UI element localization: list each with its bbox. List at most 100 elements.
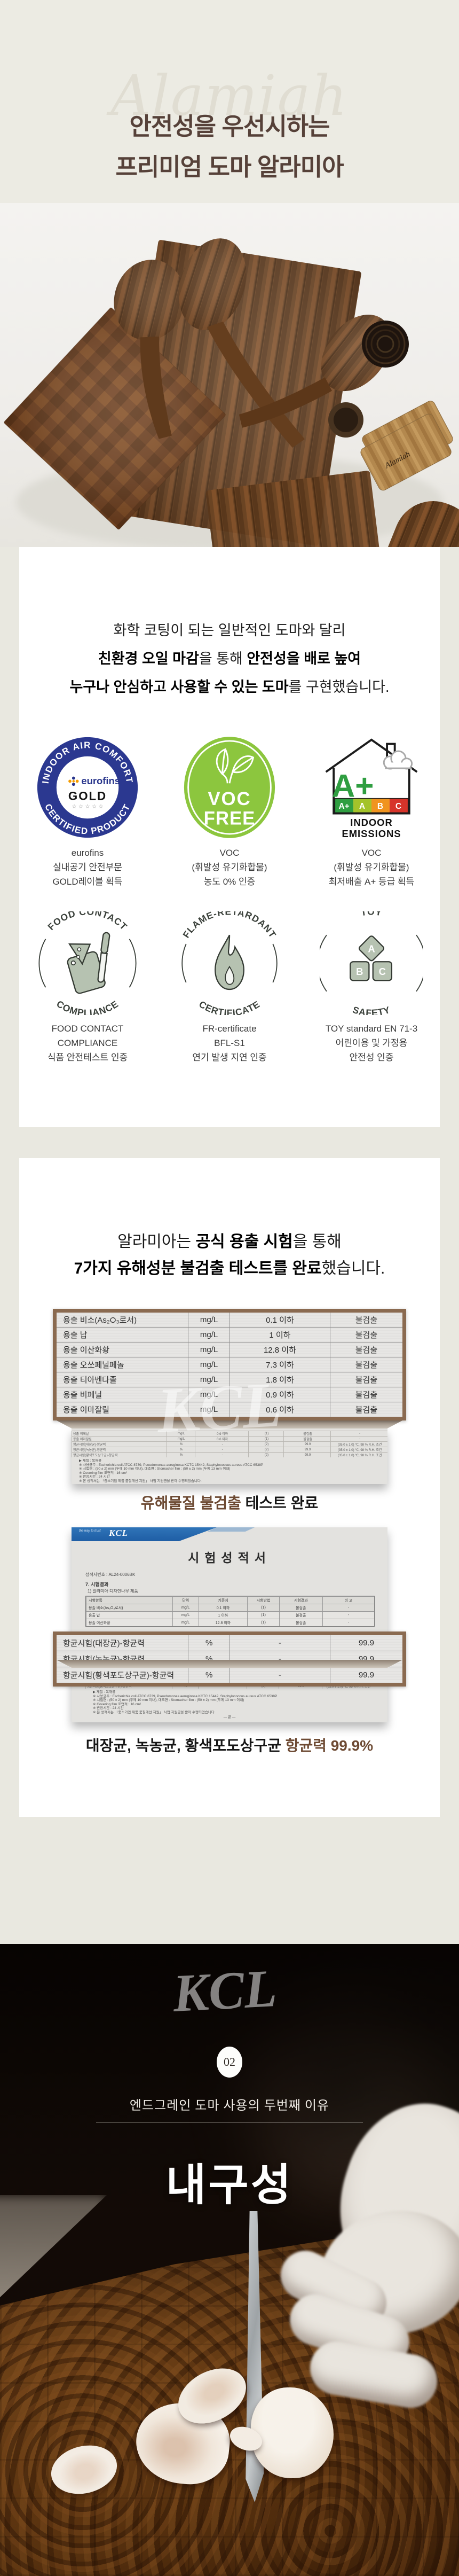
ring-text-top: FOOD CONTACT bbox=[45, 911, 129, 932]
photo-vignette bbox=[0, 1944, 459, 2576]
table-cell: 기준치 bbox=[198, 1597, 248, 1604]
badge-caption: VOC (휘발성 유기화합물) 최저배출 A+ 등급 획득 bbox=[329, 846, 415, 889]
intro-rest: 를 구현했습니다. bbox=[288, 679, 390, 695]
cutting-board-small bbox=[205, 471, 383, 547]
eurofins-wordmark: eurofins bbox=[81, 775, 120, 786]
table-cell: 불검출 bbox=[279, 1612, 322, 1619]
table-cell: 99.9 bbox=[283, 1453, 331, 1457]
head-regular: 알라미아는 bbox=[117, 1233, 196, 1251]
test-report-document: the way to trust KCL 시험성적서 성적서번호 : AL24-… bbox=[72, 1527, 387, 1722]
intro-bold-eco-oil: 친환경 오일 마감 bbox=[98, 651, 199, 667]
table-row: 항균시험(녹농균)-항균력%-(2)99.9(35.0 ± 1.0) ℃, 98… bbox=[72, 1447, 387, 1452]
table-cell: 7.3 이하 bbox=[229, 1357, 330, 1372]
block-letter: A bbox=[368, 943, 375, 955]
table-cell: 0.6 이하 bbox=[194, 1437, 249, 1441]
table-cell: (1) bbox=[247, 1604, 279, 1611]
table-cell: 99.9 bbox=[283, 1442, 331, 1447]
caption-brown: 항균력 99.9% bbox=[285, 1737, 374, 1754]
table-cell: 불검출 bbox=[329, 1387, 402, 1402]
table-cell: 시험결과 bbox=[279, 1597, 322, 1604]
badge-eurofins: INDOOR AIR COMFORT CERTIFIED PRODUCT eur… bbox=[27, 736, 148, 889]
badge-row-1: INDOOR AIR COMFORT CERTIFIED PRODUCT eur… bbox=[19, 736, 440, 889]
table-cell: 용출 비소(As₂O₃로서) bbox=[86, 1604, 172, 1611]
table-cell: % bbox=[188, 1635, 230, 1651]
caption-line: 연기 발생 지연 인증 bbox=[192, 1052, 267, 1063]
section-number-badge: 02 bbox=[217, 2047, 242, 2078]
caption-line: (휘발성 유기화합물) bbox=[334, 862, 409, 872]
table-cell: - bbox=[229, 1635, 330, 1651]
table-cell: 불검출 bbox=[329, 1342, 402, 1357]
table-cell: - bbox=[322, 1604, 374, 1611]
badge-caption: FOOD CONTACT COMPLIANCE 식품 안전테스트 인증 bbox=[48, 1021, 128, 1065]
emissions-label: EMISSIONS bbox=[342, 828, 401, 839]
table-cell: 용출 이산화황 bbox=[86, 1619, 172, 1626]
table-cell: 시험항목 bbox=[86, 1597, 172, 1604]
wooden-spoon-round bbox=[114, 260, 185, 439]
caption-line: eurofins bbox=[71, 848, 104, 858]
table-cell: 용출 납 bbox=[86, 1612, 172, 1619]
intro-line1: 화학 코팅이 되는 일반적인 도마와 달리 bbox=[113, 622, 346, 638]
table-row: 항균시험(대장균)-항균력%-(2)99.9(35.0 ± 1.0) ℃, 98… bbox=[72, 1441, 387, 1447]
table-cell: 0.1 이하 bbox=[229, 1313, 330, 1327]
brand-coaster: Alamiah bbox=[360, 401, 453, 491]
table-cell: 용출 이마잘릴 bbox=[63, 1406, 109, 1415]
intro-bold-safety: 안전성을 배로 높여 bbox=[247, 651, 361, 667]
fineprint-line: ※ 본 성적서는 「중소기업 제품 품질개선 지원」 사업 지원금을 받아 수행… bbox=[93, 1710, 216, 1714]
table-cell: 불검출 bbox=[329, 1313, 402, 1327]
fineprint-line: ※ 사용균주 : Escherichia coli ATCC 8739, Pse… bbox=[93, 1694, 278, 1698]
table-cell: (2) bbox=[248, 1453, 283, 1457]
table-cell: 1.8 이하 bbox=[229, 1372, 330, 1387]
flame-icon bbox=[215, 934, 244, 990]
flame-retardant-badge-icon: FLAME-RETARDANT CERTIFICATE bbox=[180, 911, 278, 1015]
report-number: 성적서번호 : AL24-0006BK bbox=[85, 1572, 136, 1577]
block-letter: C bbox=[379, 966, 386, 977]
mushroom-piece bbox=[251, 2387, 334, 2478]
section-number: 02 bbox=[224, 2055, 235, 2068]
table-cell: 용출 이마잘릴 bbox=[72, 1437, 167, 1441]
table-row: 용출 이산화황 mg/L 12.8 이하 불검출 bbox=[57, 1342, 402, 1357]
intro-line2: 친환경 오일 마감을 통해 안전성을 배로 높여 bbox=[19, 645, 440, 673]
table-cell: 불검출 bbox=[283, 1431, 331, 1436]
table-cell: mg/L bbox=[188, 1313, 230, 1327]
ring-text-top: TOY bbox=[360, 911, 383, 918]
table-cell: 불검출 bbox=[329, 1402, 402, 1417]
intro-paragraph: 화학 코팅이 되는 일반적인 도마와 달리 친환경 오일 마감을 통해 안전성을… bbox=[19, 547, 440, 701]
table-cell: 불검출 bbox=[329, 1328, 402, 1342]
table-cell: 비 고 bbox=[322, 1597, 374, 1604]
caption-line: 식품 안전테스트 인증 bbox=[47, 1052, 128, 1063]
table-cell: 시험방법 bbox=[247, 1597, 279, 1604]
gold-label: GOLD bbox=[68, 789, 107, 802]
table-cell: 용출 오쏘페닐페놀 bbox=[63, 1361, 124, 1370]
free-text: FREE bbox=[204, 808, 256, 829]
table-row: 용출 이마잘릴 mg/L 0.6 이하 불검출 bbox=[57, 1402, 402, 1417]
fineprint-line: ※ 반응시간 : 24 시간 bbox=[93, 1706, 124, 1710]
leach-heading-line1: 알라미아는 공식 용출 시험을 통해 bbox=[19, 1229, 440, 1255]
cutting-board-endgrain bbox=[4, 307, 226, 530]
ring-text-bottom: CERTIFICATE bbox=[197, 998, 262, 1015]
caption-no-hazard: 유해물질 불검출 테스트 완료 bbox=[19, 1492, 440, 1513]
table-cell: 불검출 bbox=[283, 1437, 331, 1441]
kcl-logo: KCL bbox=[109, 1528, 129, 1538]
fineprint-line: ※ Covering film 표면적 : 16 cm² bbox=[93, 1702, 141, 1706]
scale-cell: C bbox=[395, 802, 401, 811]
table-cell: % bbox=[188, 1667, 230, 1683]
badge-indoor-emissions: A+ A+ A B C INDOOR EMISSIONS bbox=[311, 736, 432, 889]
oil-jar-open bbox=[362, 321, 409, 368]
table-cell: - bbox=[322, 1619, 374, 1626]
table-row: 항균시험(황색포도상구균)-항균력% -99.9 bbox=[57, 1667, 402, 1683]
leaves-icon bbox=[216, 748, 255, 784]
antibacterial-result-table: 항균시험(대장균)-항균력% -99.9 항균시험(녹농균)-항균력% -99.9 항균… bbox=[53, 1632, 406, 1687]
leach-heading: 알라미아는 공식 용출 시험을 통해 7가지 유해성분 불검출 테스트를 완료했… bbox=[19, 1158, 440, 1282]
ring-text-bottom: COMPLIANCE bbox=[54, 998, 120, 1015]
badge-voc-free: VOC FREE VOC (휘발성 유기화합물) 농도 0% 인증 bbox=[169, 736, 290, 889]
caption-line: BFL-S1 bbox=[214, 1038, 245, 1048]
table-cell: - bbox=[229, 1651, 330, 1667]
table-cell: 0.6 이하 bbox=[229, 1402, 330, 1417]
report-fineprint: ▶ 재질 : 목재류 ※ 사용균주 : Escherichia coli ATCC… bbox=[72, 1457, 387, 1484]
table-cell: - bbox=[330, 1437, 387, 1441]
scale-cell: A bbox=[359, 802, 365, 811]
table-row: 용출 오쏘페닐페놀 mg/L 7.3 이하 불검출 bbox=[57, 1357, 402, 1372]
caption-black: 테스트 완료 bbox=[241, 1495, 319, 1511]
